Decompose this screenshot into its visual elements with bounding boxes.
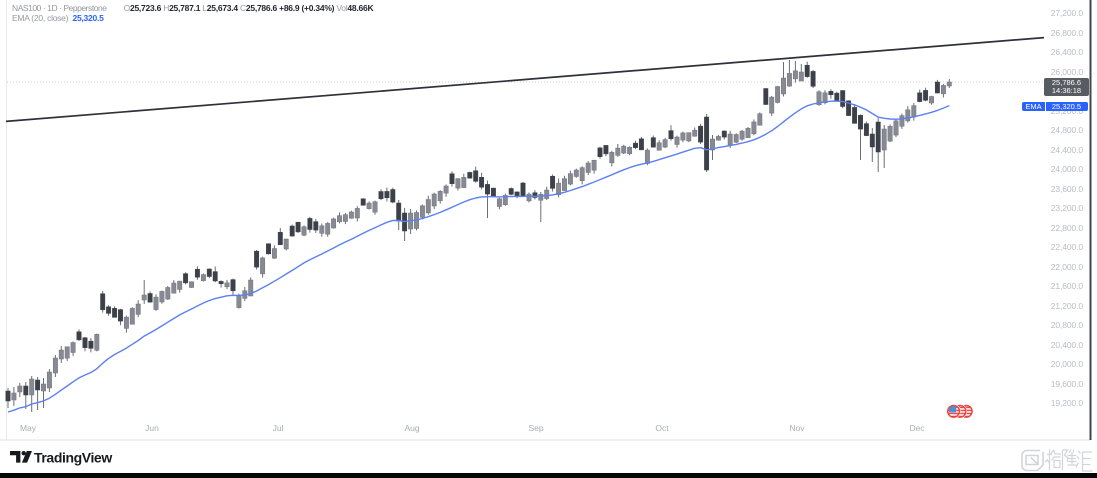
svg-text:TradingView: TradingView (34, 450, 112, 466)
